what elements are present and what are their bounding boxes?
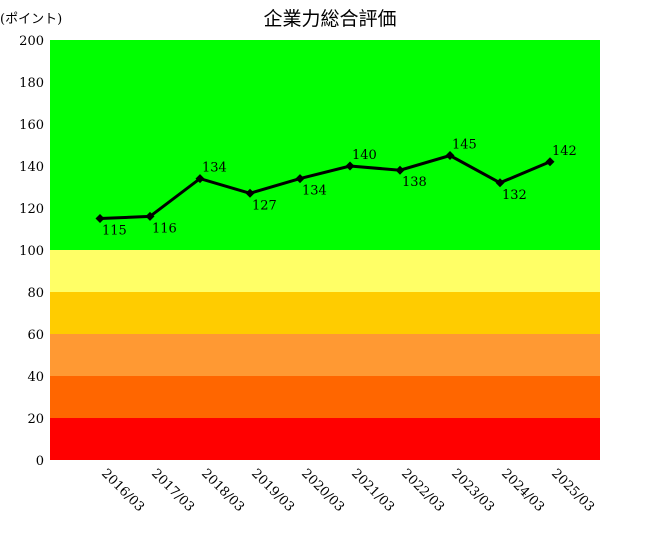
x-tick-label: 2017/03	[148, 466, 197, 515]
y-tick-label: 60	[27, 328, 44, 343]
y-tick-label: 20	[27, 412, 44, 427]
band-0-20	[50, 418, 600, 460]
y-tick-label: 120	[19, 202, 44, 217]
y-tick-label: 160	[19, 118, 44, 133]
y-tick-label: 180	[19, 76, 44, 91]
data-label: 127	[252, 198, 277, 213]
data-label: 134	[202, 161, 227, 176]
x-tick-label: 2020/03	[298, 466, 347, 515]
band-20-40	[50, 376, 600, 418]
data-label: 132	[502, 188, 527, 203]
data-point	[345, 161, 355, 171]
data-label: 134	[302, 184, 327, 199]
chart-title: 企業力総合評価	[263, 8, 396, 30]
x-tick-label: 2018/03	[198, 466, 247, 515]
x-tick-label: 2022/03	[398, 466, 447, 515]
x-tick-label: 2016/03	[98, 466, 147, 515]
y-tick-label: 0	[36, 454, 44, 469]
band-80-100	[50, 250, 600, 292]
y-tick-label: 200	[19, 34, 44, 49]
data-label: 115	[102, 224, 127, 239]
y-tick-label: 100	[19, 244, 44, 259]
band-60-80	[50, 292, 600, 334]
data-point	[145, 211, 155, 221]
data-label: 142	[552, 144, 577, 159]
data-point	[195, 174, 205, 184]
data-label: 140	[352, 148, 377, 163]
x-tick-label: 2019/03	[248, 466, 297, 515]
data-label: 138	[402, 175, 427, 190]
data-point	[245, 188, 255, 198]
y-tick-label: 140	[19, 160, 44, 175]
y-axis-label: (ポイント)	[0, 12, 62, 27]
data-point	[445, 151, 455, 160]
data-label: 116	[152, 221, 177, 236]
data-point	[545, 157, 555, 167]
data-point	[295, 174, 305, 184]
series-line	[99, 153, 551, 220]
band-40-60	[50, 334, 600, 376]
data-point	[495, 178, 505, 188]
y-tick-label: 40	[27, 370, 44, 385]
x-tick-label: 2025/03	[548, 466, 597, 515]
x-tick-label: 2023/03	[448, 466, 497, 515]
data-point	[95, 214, 105, 223]
x-tick-label: 2021/03	[348, 466, 397, 515]
x-tick-label: 2024/03	[498, 466, 547, 515]
band-100-200	[50, 40, 600, 250]
data-point	[395, 165, 405, 175]
y-tick-label: 80	[27, 286, 44, 301]
data-label: 145	[452, 138, 477, 153]
